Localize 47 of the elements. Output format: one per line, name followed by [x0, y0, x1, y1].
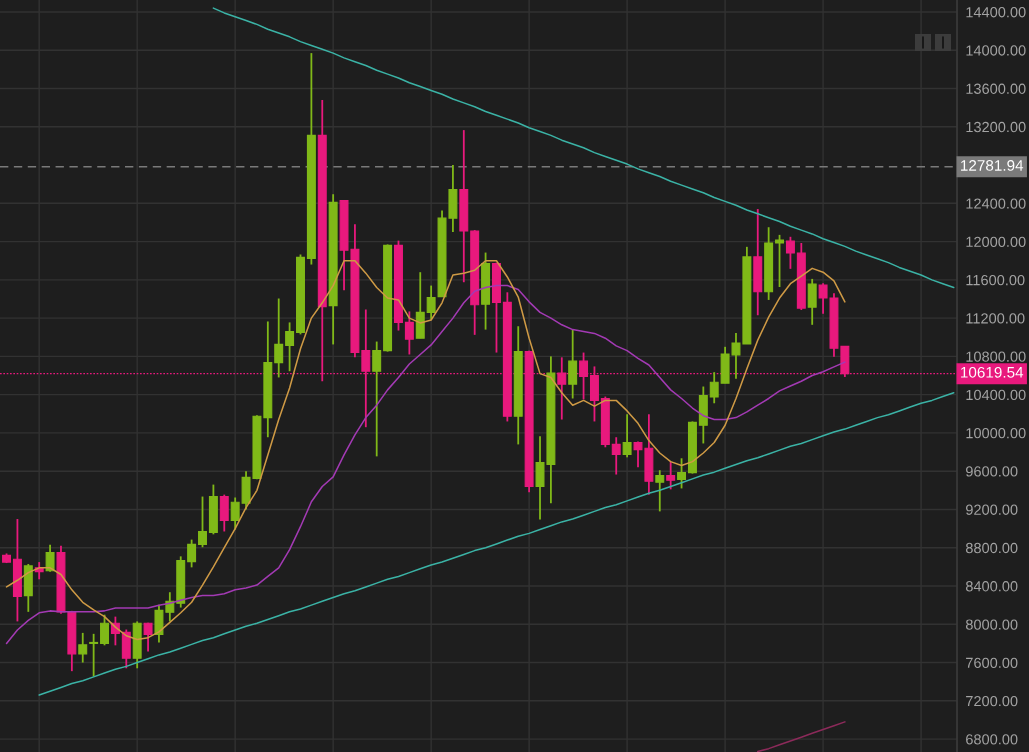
candlestick	[709, 371, 719, 405]
y-tick-label: 8400.00	[965, 581, 1018, 592]
candlestick	[274, 297, 284, 379]
line-series	[756, 721, 846, 752]
candlestick	[655, 469, 665, 513]
y-tick-label: 13200.00	[966, 121, 1026, 133]
candlestick	[404, 310, 414, 356]
line-series	[212, 7, 955, 289]
candlestick	[666, 460, 676, 491]
line-series	[38, 391, 955, 696]
candlestick	[198, 495, 207, 549]
candlestick	[187, 538, 197, 569]
candlestick	[100, 613, 109, 647]
y-tick-label: 8000.00	[965, 619, 1018, 630]
y-tick-label: 14000.00	[966, 45, 1026, 56]
y-tick-label: 9600.00	[966, 466, 1018, 477]
candlestick	[285, 321, 295, 373]
y-tick-label: 7600.00	[966, 657, 1018, 668]
candlestick	[807, 277, 817, 326]
candlestick	[426, 284, 436, 321]
candlestick	[89, 632, 99, 678]
y-tick-label: 12000.00	[966, 236, 1026, 248]
candlestick	[677, 457, 687, 490]
ref-line-label: 10619.54	[961, 366, 1024, 378]
y-tick-label: 11200.00	[966, 313, 1025, 324]
ref-line-label: 12781.94	[961, 160, 1024, 171]
candlestick	[372, 340, 382, 458]
candlestick	[775, 233, 785, 288]
y-tick-label: 6800.00	[966, 734, 1018, 745]
candlestick	[611, 436, 621, 476]
y-tick-label: 10800.00	[966, 351, 1026, 362]
candlestick	[78, 631, 88, 664]
candlestick	[568, 328, 578, 400]
y-tick-label: 11600.00	[966, 274, 1025, 286]
y-tick-label: 10400.00	[966, 389, 1026, 401]
y-tick-label: 13600.00	[966, 83, 1026, 94]
y-tick-label: 10000.00	[966, 428, 1026, 439]
y-tick-label: 9200.00	[966, 504, 1018, 515]
candlestick	[143, 621, 153, 653]
y-tick-label: 14400.00	[966, 7, 1026, 18]
y-tick-label: 12400.00	[966, 198, 1026, 209]
candlestick	[45, 543, 55, 573]
candlestick	[785, 235, 795, 270]
candlestick	[622, 413, 632, 459]
y-tick-label: 7200.00	[966, 695, 1018, 707]
y-tick-label: 8800.00	[965, 542, 1018, 554]
candlestick	[219, 493, 229, 533]
